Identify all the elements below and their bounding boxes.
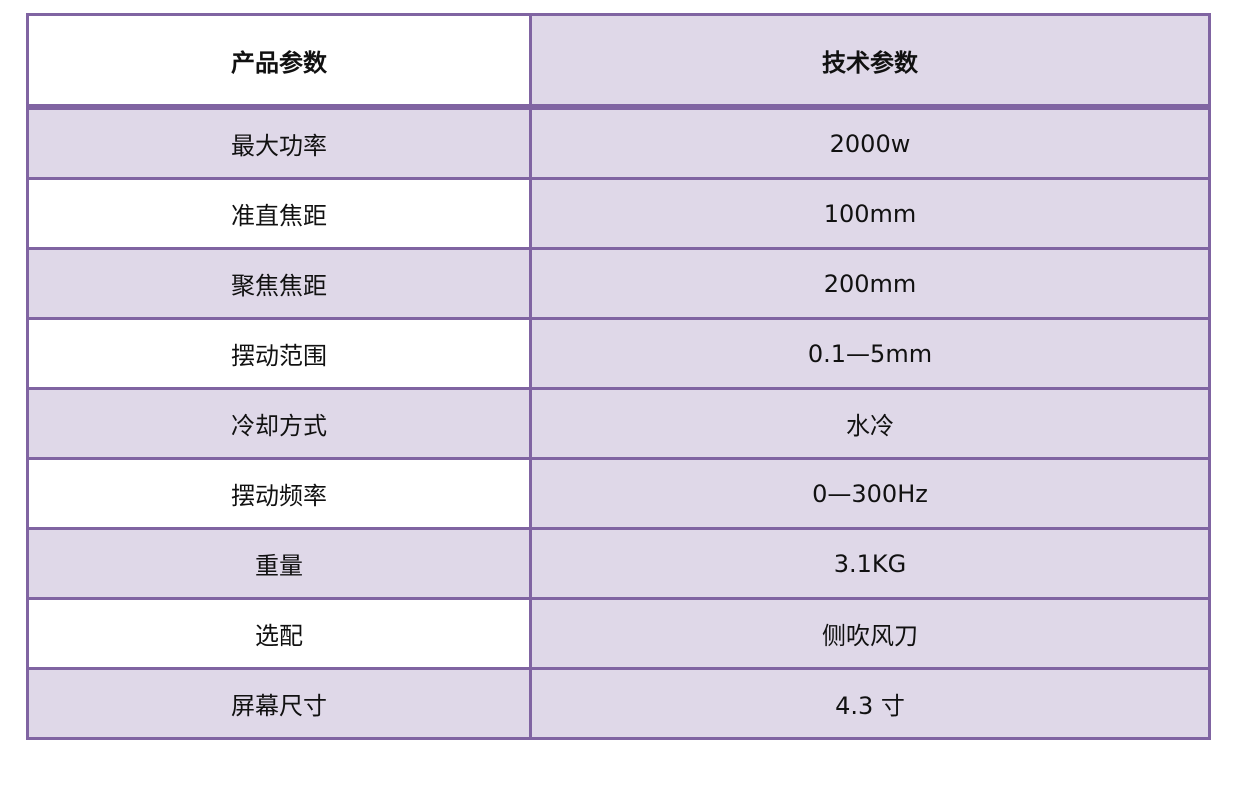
param-name: 准直焦距 [26, 177, 532, 250]
param-value: 200mm [529, 247, 1211, 320]
param-value: 水冷 [529, 387, 1211, 460]
table-row: 摆动频率 0—300Hz [26, 457, 1211, 530]
param-name: 屏幕尺寸 [26, 667, 532, 740]
table-row: 冷却方式 水冷 [26, 387, 1211, 460]
table-row: 准直焦距 100mm [26, 177, 1211, 250]
param-name: 重量 [26, 527, 532, 600]
param-value: 侧吹风刀 [529, 597, 1211, 670]
param-value: 2000w [529, 105, 1211, 180]
header-row: 产品参数 技术参数 [26, 13, 1211, 110]
param-value: 100mm [529, 177, 1211, 250]
param-value: 3.1KG [529, 527, 1211, 600]
param-name: 摆动频率 [26, 457, 532, 530]
param-name: 最大功率 [26, 105, 532, 180]
table-row: 摆动范围 0.1—5mm [26, 317, 1211, 390]
param-value: 0—300Hz [529, 457, 1211, 530]
table-row: 选配 侧吹风刀 [26, 597, 1211, 670]
header-product-params: 产品参数 [26, 13, 532, 110]
spec-table: 产品参数 技术参数 最大功率 2000w 准直焦距 100mm 聚焦焦距 200mm 摆动范… [26, 13, 1211, 740]
param-name: 摆动范围 [26, 317, 532, 390]
param-name: 冷却方式 [26, 387, 532, 460]
param-name: 选配 [26, 597, 532, 670]
param-value: 0.1—5mm [529, 317, 1211, 390]
table-row: 聚焦焦距 200mm [26, 247, 1211, 320]
param-name: 聚焦焦距 [26, 247, 532, 320]
header-tech-params: 技术参数 [529, 13, 1211, 110]
param-value: 4.3 寸 [529, 667, 1211, 740]
table-row: 最大功率 2000w [26, 105, 1211, 180]
table-row: 屏幕尺寸 4.3 寸 [26, 667, 1211, 740]
table-row: 重量 3.1KG [26, 527, 1211, 600]
